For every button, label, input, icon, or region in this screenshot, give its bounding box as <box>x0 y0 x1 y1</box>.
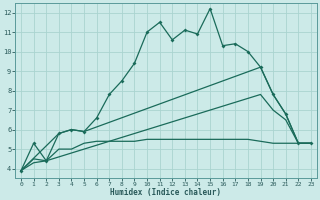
X-axis label: Humidex (Indice chaleur): Humidex (Indice chaleur) <box>110 188 221 197</box>
